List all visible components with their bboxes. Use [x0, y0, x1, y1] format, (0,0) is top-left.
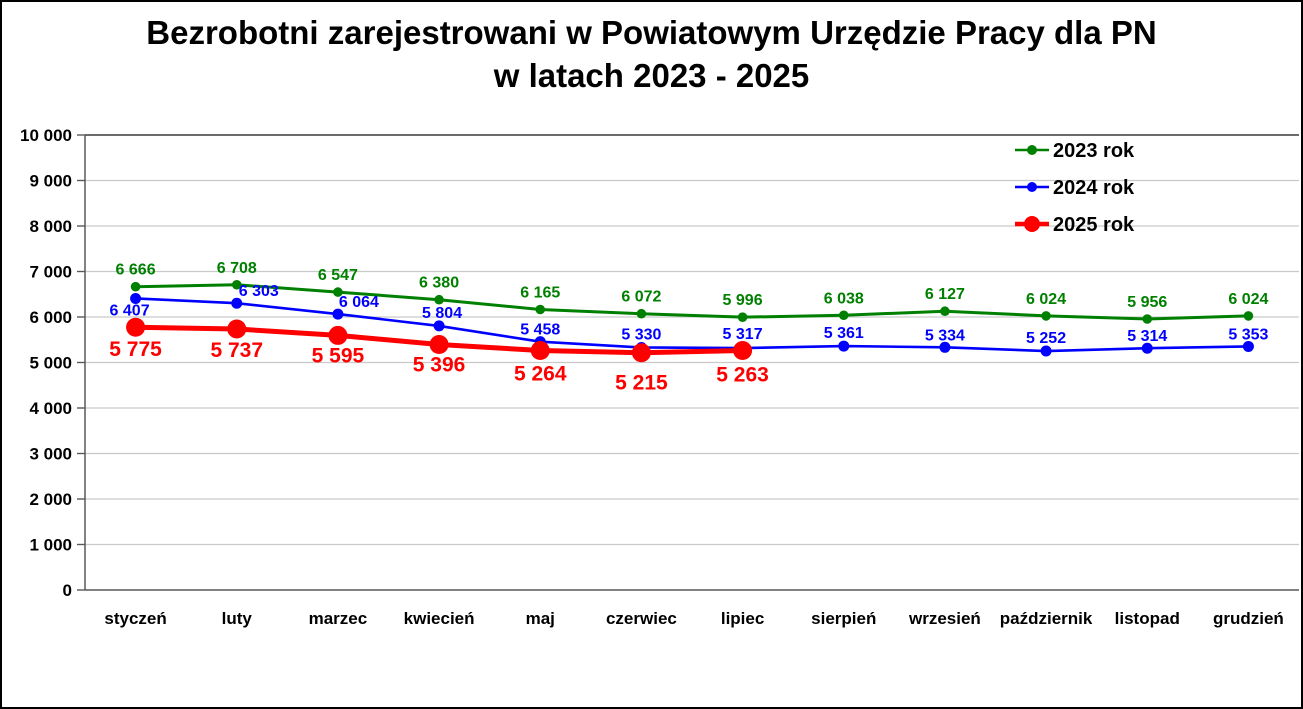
- data-label: 5 263: [716, 364, 769, 387]
- data-label: 5 317: [723, 326, 763, 343]
- data-label: 5 252: [1026, 330, 1066, 347]
- data-point: [231, 297, 243, 309]
- data-point: [940, 306, 950, 317]
- x-axis-label: grudzień: [1213, 609, 1284, 628]
- data-label: 6 303: [239, 283, 279, 300]
- data-label: 6 165: [520, 284, 560, 301]
- data-point: [1141, 342, 1153, 354]
- x-axis-label: lipiec: [721, 609, 764, 628]
- x-axis-label: maj: [526, 609, 555, 628]
- data-label: 6 038: [824, 290, 864, 307]
- legend-marker-swatch: [1027, 145, 1037, 155]
- data-point: [429, 334, 449, 354]
- data-point: [333, 287, 343, 297]
- data-label: 6 024: [1228, 291, 1268, 308]
- y-tick-label: 5 000: [29, 354, 72, 373]
- legend-label: 2025 rok: [1053, 214, 1135, 236]
- data-label: 5 737: [210, 339, 263, 362]
- y-tick-label: 1 000: [29, 536, 72, 555]
- data-point: [737, 312, 748, 322]
- data-point: [939, 341, 951, 353]
- x-axis-label: luty: [222, 609, 253, 628]
- data-point: [530, 340, 550, 360]
- data-label: 6 064: [339, 294, 379, 311]
- x-axis-label: kwiecień: [404, 609, 475, 628]
- data-label: 6 127: [925, 286, 965, 303]
- x-axis-label: wrzesień: [908, 609, 981, 628]
- data-label: 6 708: [217, 260, 257, 277]
- y-tick-label: 10 000: [20, 126, 72, 145]
- data-point: [130, 292, 142, 304]
- y-tick-label: 6 000: [29, 308, 72, 327]
- data-point: [1243, 311, 1254, 321]
- data-label: 6 024: [1026, 291, 1066, 308]
- data-label: 5 996: [723, 292, 763, 309]
- data-point: [328, 325, 348, 345]
- y-tick-label: 0: [63, 581, 72, 600]
- data-label: 5 353: [1228, 326, 1268, 343]
- data-point: [231, 279, 242, 290]
- data-point: [433, 320, 445, 332]
- data-point: [631, 343, 651, 363]
- data-label: 5 595: [312, 344, 365, 367]
- chart-title: Bezrobotni zarejestrowani w Powiatowym U…: [2, 11, 1301, 97]
- series-line-2024-rok: [134, 297, 1250, 353]
- data-point: [1242, 340, 1254, 352]
- data-label: 6 666: [116, 262, 156, 279]
- x-axis-label: listopad: [1115, 609, 1180, 628]
- chart-title-line1: Bezrobotni zarejestrowani w Powiatowym U…: [146, 14, 1157, 51]
- y-tick-label: 7 000: [29, 263, 72, 282]
- data-label: 5 334: [925, 327, 965, 344]
- data-label: 5 330: [621, 326, 661, 343]
- legend-marker-swatch: [1024, 216, 1040, 232]
- data-point: [636, 308, 647, 319]
- y-tick-label: 4 000: [29, 399, 72, 418]
- data-label: 5 775: [109, 338, 162, 361]
- x-axis-label: sierpień: [811, 609, 876, 628]
- data-point: [434, 294, 444, 305]
- legend-marker-swatch: [1027, 182, 1037, 192]
- data-label: 5 361: [824, 325, 864, 342]
- data-point: [332, 308, 344, 320]
- y-tick-label: 9 000: [29, 172, 72, 191]
- data-point: [1142, 314, 1153, 324]
- data-point: [1041, 311, 1051, 321]
- data-point: [227, 319, 247, 339]
- chart-title-line2: w latach 2023 - 2025: [493, 57, 810, 94]
- data-label: 5 804: [422, 305, 462, 322]
- data-point: [1040, 345, 1052, 357]
- data-label: 5 264: [514, 362, 567, 385]
- x-axis-label: czerwiec: [606, 609, 677, 628]
- y-tick-label: 3 000: [29, 445, 72, 464]
- data-label: 5 956: [1127, 294, 1167, 311]
- y-tick-label: 8 000: [29, 217, 72, 236]
- data-label: 6 072: [621, 289, 661, 306]
- data-label: 5 215: [615, 372, 668, 395]
- legend-label: 2024 rok: [1053, 177, 1135, 199]
- data-point: [838, 310, 849, 321]
- series-line-2023-rok: [134, 283, 1250, 321]
- data-label: 6 547: [318, 267, 358, 284]
- data-label: 5 314: [1127, 328, 1167, 345]
- data-point: [733, 341, 753, 361]
- data-label: 5 458: [520, 322, 560, 339]
- x-axis-label: październik: [1000, 609, 1093, 628]
- data-point: [130, 281, 141, 292]
- data-label: 5 396: [413, 353, 466, 376]
- data-label: 6 380: [419, 275, 459, 292]
- x-axis-label: marzec: [309, 609, 368, 628]
- data-point: [535, 304, 546, 315]
- y-tick-label: 2 000: [29, 490, 72, 509]
- data-point: [838, 340, 850, 352]
- x-axis-label: styczeń: [104, 609, 166, 628]
- legend-label: 2023 rok: [1053, 140, 1135, 162]
- data-point: [126, 317, 146, 337]
- data-label: 6 407: [110, 302, 150, 319]
